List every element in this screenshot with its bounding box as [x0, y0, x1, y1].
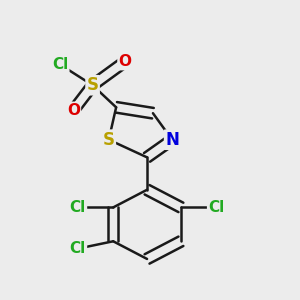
- Text: N: N: [165, 131, 179, 149]
- Text: O: O: [67, 103, 80, 118]
- Text: O: O: [118, 54, 131, 69]
- Text: Cl: Cl: [70, 241, 86, 256]
- Text: Cl: Cl: [208, 200, 224, 215]
- Text: S: S: [87, 76, 99, 94]
- Text: Cl: Cl: [70, 200, 86, 215]
- Text: Cl: Cl: [52, 57, 68, 72]
- Text: S: S: [103, 131, 115, 149]
